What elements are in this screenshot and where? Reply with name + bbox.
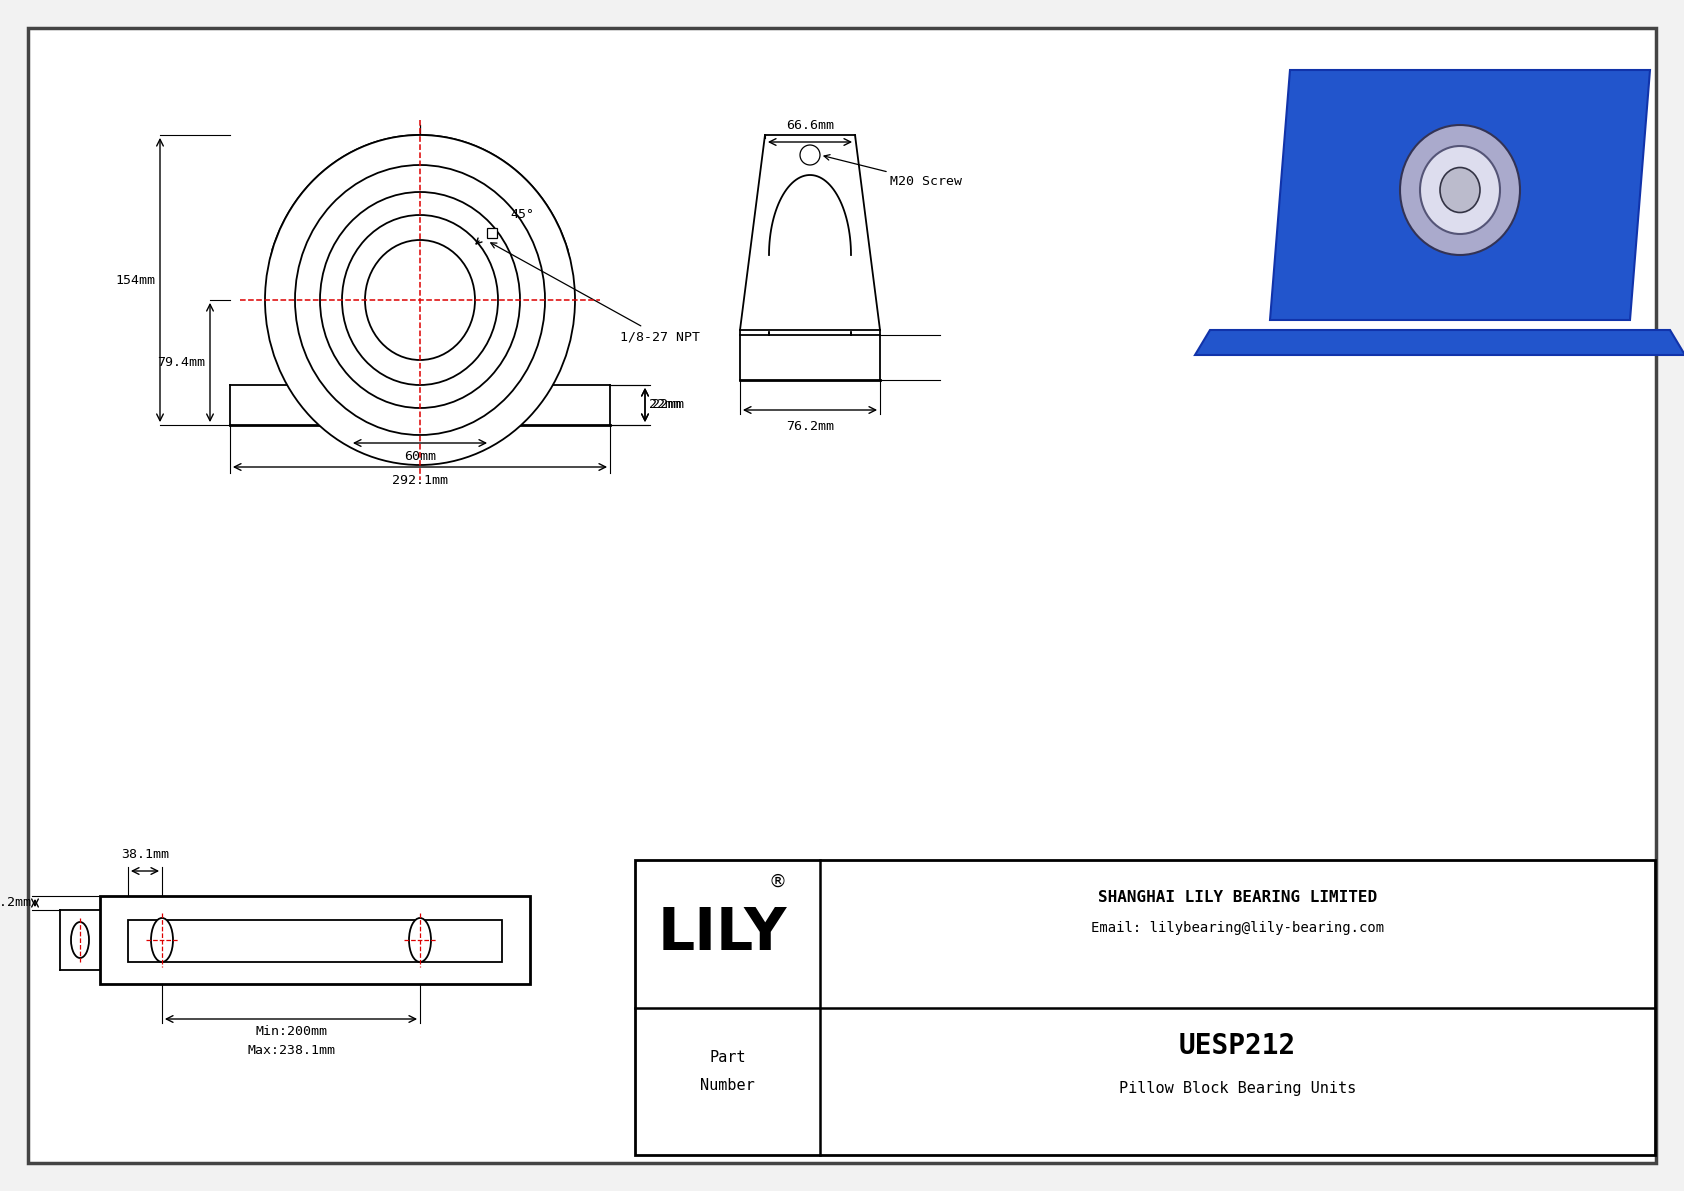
Bar bbox=[487, 227, 497, 238]
Polygon shape bbox=[1196, 330, 1684, 355]
Text: ®: ® bbox=[768, 873, 786, 891]
Ellipse shape bbox=[71, 922, 89, 958]
Ellipse shape bbox=[1420, 146, 1500, 233]
Text: 79.4mm: 79.4mm bbox=[157, 356, 205, 369]
Text: 45°: 45° bbox=[510, 208, 534, 222]
Text: Part
Number: Part Number bbox=[701, 1050, 754, 1092]
Circle shape bbox=[800, 145, 820, 166]
Bar bbox=[99, 896, 530, 984]
Polygon shape bbox=[1270, 70, 1650, 320]
Ellipse shape bbox=[342, 216, 498, 385]
Ellipse shape bbox=[264, 135, 574, 464]
Text: 22mm: 22mm bbox=[648, 399, 680, 412]
Text: 22.2mm: 22.2mm bbox=[0, 897, 30, 910]
Text: Min:200mm
Max:238.1mm: Min:200mm Max:238.1mm bbox=[248, 1025, 335, 1056]
Text: M20 Screw: M20 Screw bbox=[823, 155, 962, 188]
Text: 154mm: 154mm bbox=[115, 274, 155, 287]
Text: 22mm: 22mm bbox=[652, 399, 684, 412]
Text: 76.2mm: 76.2mm bbox=[786, 420, 834, 434]
Text: Email: lilybearing@lily-bearing.com: Email: lilybearing@lily-bearing.com bbox=[1091, 921, 1384, 935]
Bar bbox=[128, 919, 502, 962]
Ellipse shape bbox=[1440, 168, 1480, 212]
Ellipse shape bbox=[1399, 125, 1521, 255]
Text: 292.1mm: 292.1mm bbox=[392, 474, 448, 487]
Text: 38.1mm: 38.1mm bbox=[121, 848, 168, 861]
Text: Pillow Block Bearing Units: Pillow Block Bearing Units bbox=[1118, 1080, 1356, 1096]
Text: UESP212: UESP212 bbox=[1179, 1031, 1297, 1060]
Ellipse shape bbox=[295, 166, 546, 435]
Ellipse shape bbox=[409, 918, 431, 962]
Bar bbox=[635, 860, 1655, 1155]
Ellipse shape bbox=[320, 192, 520, 409]
Ellipse shape bbox=[365, 241, 475, 360]
Text: LILY: LILY bbox=[658, 905, 786, 962]
Text: 1/8-27 NPT: 1/8-27 NPT bbox=[490, 243, 701, 343]
Text: 66.6mm: 66.6mm bbox=[786, 119, 834, 132]
Text: SHANGHAI LILY BEARING LIMITED: SHANGHAI LILY BEARING LIMITED bbox=[1098, 891, 1378, 905]
Text: 60mm: 60mm bbox=[404, 450, 436, 463]
Ellipse shape bbox=[152, 918, 173, 962]
